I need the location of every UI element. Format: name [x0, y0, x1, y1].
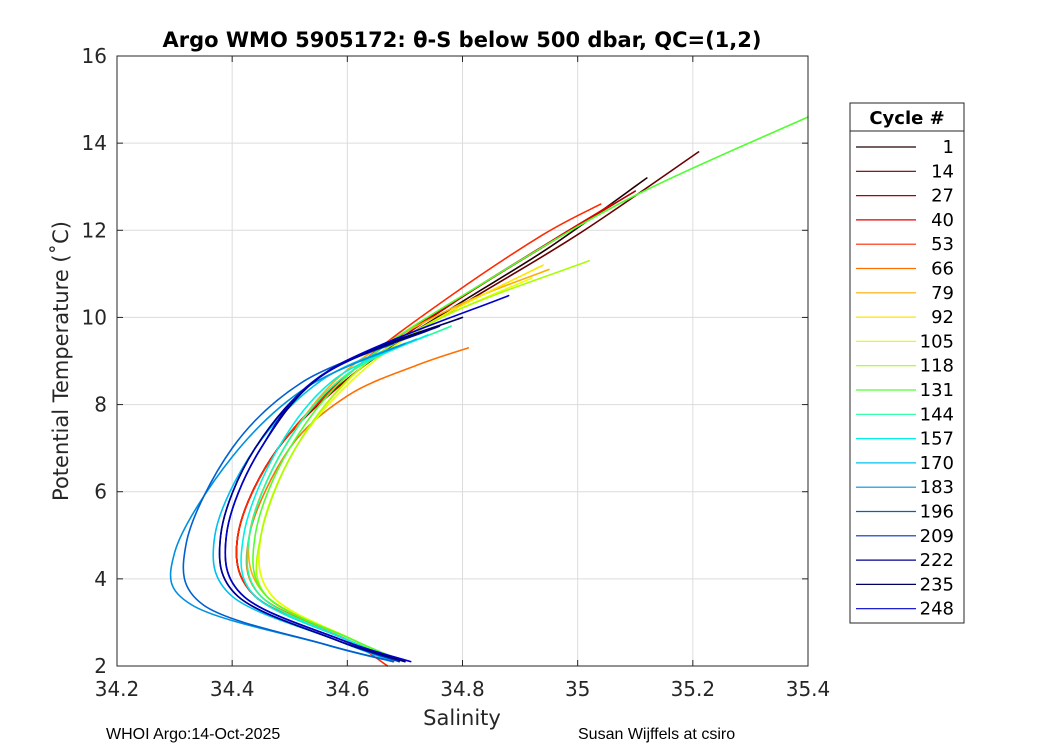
- x-tick-label: 34.2: [95, 677, 140, 701]
- legend-label-196: 196: [920, 502, 954, 523]
- x-tick-label: 34.8: [440, 677, 485, 701]
- legend-label-40: 40: [931, 210, 954, 231]
- profile-line-cycle-131: [252, 116, 809, 663]
- legend-label-235: 235: [920, 574, 954, 595]
- legend-label-1: 1: [943, 137, 954, 158]
- axis-ticks: 34.2 34.4 34.6 34.8 35 35.2 35.4 2 4 6 8 10 12 14 16: [82, 44, 831, 701]
- y-tick-label: 8: [94, 393, 107, 417]
- profile-line-cycle-157: [240, 334, 429, 663]
- legend-label-79: 79: [931, 283, 954, 304]
- legend-label-131: 131: [920, 380, 954, 401]
- x-tick-label: 35: [565, 677, 590, 701]
- y-tick-label: 6: [94, 480, 107, 504]
- y-tick-label: 16: [82, 44, 107, 68]
- legend-label-53: 53: [931, 234, 954, 255]
- legend: Cycle # 1 14 27 40 53 66 79 92 105 118 131 144 157 170…: [849, 102, 965, 624]
- legend-label-248: 248: [920, 599, 954, 620]
- x-tick-label: 34.4: [210, 677, 255, 701]
- x-axis-label: Salinity: [423, 706, 501, 730]
- x-tick-label: 35.4: [786, 677, 831, 701]
- y-axis-label: Potential Temperature (˚C): [49, 221, 73, 501]
- legend-label-27: 27: [931, 186, 954, 207]
- y-tick-label: 2: [94, 654, 107, 678]
- y-tick-label: 12: [82, 218, 107, 242]
- profile-line-cycle-248: [224, 294, 510, 663]
- y-tick-label: 14: [82, 131, 107, 155]
- legend-label-183: 183: [920, 477, 954, 498]
- y-tick-label: 10: [82, 305, 107, 329]
- profile-lines: [169, 116, 809, 667]
- legend-label-118: 118: [920, 356, 954, 377]
- legend-label-105: 105: [920, 331, 954, 352]
- footer-left: WHOI Argo:14-Oct-2025: [106, 726, 281, 743]
- profile-line-cycle-196: [182, 342, 395, 663]
- chart-title: Argo WMO 5905172: θ-S below 500 dbar, QC…: [163, 28, 762, 52]
- x-tick-label: 35.2: [671, 677, 716, 701]
- legend-label-157: 157: [920, 429, 954, 450]
- legend-label-170: 170: [920, 453, 954, 474]
- legend-label-144: 144: [920, 404, 954, 425]
- legend-title: Cycle #: [869, 108, 944, 129]
- y-tick-label: 4: [94, 567, 107, 591]
- footer-right: Susan Wijffels at csiro: [578, 726, 736, 743]
- legend-label-222: 222: [920, 550, 954, 571]
- legend-label-209: 209: [920, 526, 954, 547]
- legend-label-92: 92: [931, 307, 954, 328]
- x-tick-label: 34.6: [325, 677, 370, 701]
- legend-label-66: 66: [931, 259, 954, 280]
- legend-label-14: 14: [931, 161, 954, 182]
